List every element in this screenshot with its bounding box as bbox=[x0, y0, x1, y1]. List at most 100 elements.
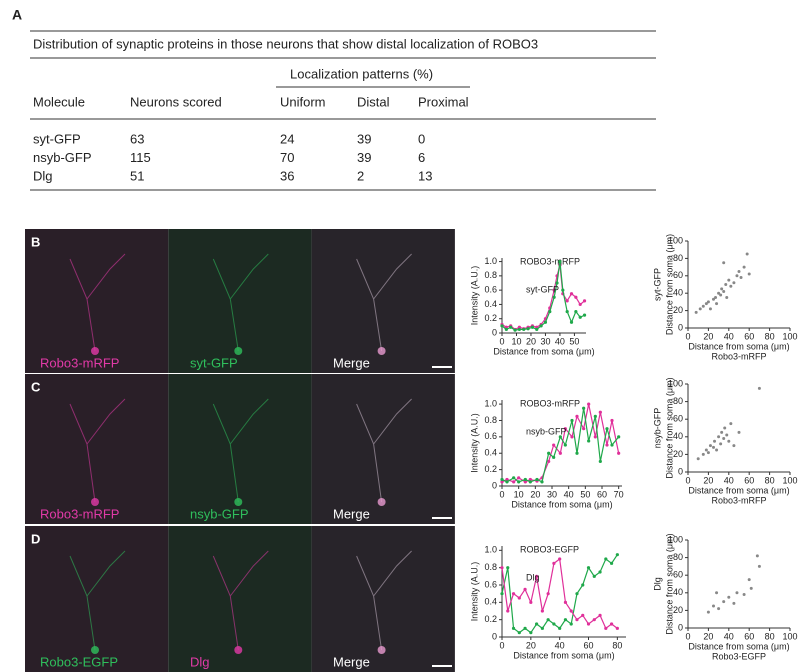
x-axis-label: Distance from soma (μm) bbox=[688, 341, 789, 351]
point bbox=[743, 266, 746, 269]
series-line bbox=[502, 404, 619, 482]
point bbox=[548, 310, 551, 313]
x-tick-label: 20 bbox=[703, 331, 713, 341]
channel-label: Merge bbox=[333, 654, 370, 669]
x-axis-sublabel: Robo3-EGFP bbox=[712, 651, 766, 661]
y-tick-label: 40 bbox=[673, 288, 683, 298]
y-tick-label: 0.6 bbox=[484, 431, 497, 441]
point bbox=[605, 427, 608, 430]
point bbox=[707, 300, 710, 303]
y-tick-label: 60 bbox=[673, 270, 683, 280]
point bbox=[540, 324, 543, 327]
point bbox=[541, 627, 544, 630]
point bbox=[725, 434, 728, 437]
table-cell: 2 bbox=[357, 168, 364, 183]
y-tick-label: 0 bbox=[678, 466, 683, 476]
y-tick-label: 0.6 bbox=[484, 579, 497, 589]
point bbox=[564, 601, 567, 604]
point bbox=[729, 285, 732, 288]
point bbox=[575, 452, 578, 455]
x-tick-label: 50 bbox=[569, 336, 579, 346]
point bbox=[579, 303, 582, 306]
panel-label: C bbox=[31, 379, 41, 394]
channel-label: nsyb-GFP bbox=[190, 506, 249, 521]
point bbox=[720, 431, 723, 434]
soma bbox=[378, 646, 386, 654]
x-tick-label: 100 bbox=[782, 475, 797, 485]
x-tick-label: 60 bbox=[744, 631, 754, 641]
point bbox=[712, 605, 715, 608]
point bbox=[583, 314, 586, 317]
point bbox=[523, 588, 526, 591]
x-axis-sublabel: Robo3-mRFP bbox=[711, 351, 766, 361]
point bbox=[746, 253, 749, 256]
point bbox=[713, 440, 716, 443]
point bbox=[583, 299, 586, 302]
point bbox=[581, 614, 584, 617]
table-cell: Dlg bbox=[33, 168, 53, 183]
point bbox=[574, 296, 577, 299]
x-tick-label: 40 bbox=[555, 640, 565, 650]
x-tick-label: 40 bbox=[724, 475, 734, 485]
channel-label: Merge bbox=[333, 355, 370, 370]
point bbox=[558, 260, 561, 263]
table-cell: 0 bbox=[418, 131, 425, 146]
point bbox=[714, 296, 717, 299]
y-tick-label: 40 bbox=[673, 431, 683, 441]
point bbox=[517, 480, 520, 483]
point bbox=[735, 274, 738, 277]
point bbox=[727, 596, 730, 599]
y-tick-label: 0.2 bbox=[484, 464, 497, 474]
point bbox=[748, 578, 751, 581]
table-cell: 51 bbox=[130, 168, 144, 183]
point bbox=[604, 627, 607, 630]
point bbox=[617, 435, 620, 438]
point bbox=[552, 443, 555, 446]
x-tick-label: 0 bbox=[685, 631, 690, 641]
x-tick-label: 0 bbox=[499, 640, 504, 650]
y-tick-label: 0 bbox=[492, 480, 497, 490]
point bbox=[717, 435, 720, 438]
series-label: ROBO3-EGFP bbox=[520, 544, 579, 554]
point bbox=[722, 261, 725, 264]
soma bbox=[378, 347, 386, 355]
y-tick-label: 60 bbox=[673, 414, 683, 424]
x-tick-label: 70 bbox=[614, 489, 624, 499]
point bbox=[512, 480, 515, 483]
point bbox=[715, 449, 718, 452]
y-axis-sublabel: nsyb-GFP bbox=[652, 408, 662, 449]
point bbox=[512, 476, 515, 479]
point bbox=[518, 596, 521, 599]
point bbox=[582, 427, 585, 430]
point bbox=[587, 402, 590, 405]
point bbox=[505, 480, 508, 483]
x-axis-label: Distance from soma (μm) bbox=[493, 346, 594, 356]
y-tick-label: 40 bbox=[673, 587, 683, 597]
point bbox=[575, 618, 578, 621]
point bbox=[547, 592, 550, 595]
point bbox=[574, 310, 577, 313]
point bbox=[610, 562, 613, 565]
point bbox=[500, 592, 503, 595]
point bbox=[582, 407, 585, 410]
point bbox=[722, 290, 725, 293]
point bbox=[581, 583, 584, 586]
soma bbox=[91, 498, 99, 506]
x-axis-label: Distance from soma (μm) bbox=[688, 485, 789, 495]
y-tick-label: 20 bbox=[673, 305, 683, 315]
point bbox=[593, 575, 596, 578]
channel-label: Robo3-mRFP bbox=[40, 506, 119, 521]
table-cell: 13 bbox=[418, 168, 432, 183]
point bbox=[564, 618, 567, 621]
y-tick-label: 1.0 bbox=[484, 545, 497, 555]
column-header: Molecule bbox=[33, 94, 85, 109]
point bbox=[715, 591, 718, 594]
point bbox=[702, 305, 705, 308]
point bbox=[748, 273, 751, 276]
point bbox=[738, 270, 741, 273]
point bbox=[725, 296, 728, 299]
series-label: syt-GFP bbox=[526, 284, 559, 294]
point bbox=[570, 622, 573, 625]
series-label: ROBO3-mRFP bbox=[520, 256, 580, 266]
table-cell: 39 bbox=[357, 150, 371, 165]
